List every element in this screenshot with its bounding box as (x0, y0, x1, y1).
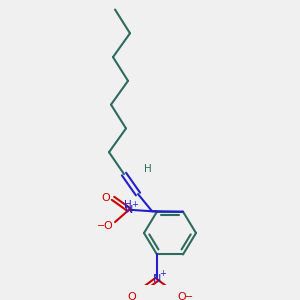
Text: O: O (102, 193, 110, 203)
Text: +: + (132, 200, 138, 208)
Text: −: − (185, 292, 193, 300)
Text: O: O (128, 292, 136, 300)
Text: N: N (125, 205, 133, 215)
Text: N: N (153, 274, 161, 284)
Text: O: O (178, 292, 186, 300)
Text: O: O (103, 221, 112, 231)
Text: H: H (144, 164, 152, 174)
Text: −: − (97, 221, 105, 231)
Text: H: H (124, 200, 132, 209)
Text: +: + (160, 269, 167, 278)
